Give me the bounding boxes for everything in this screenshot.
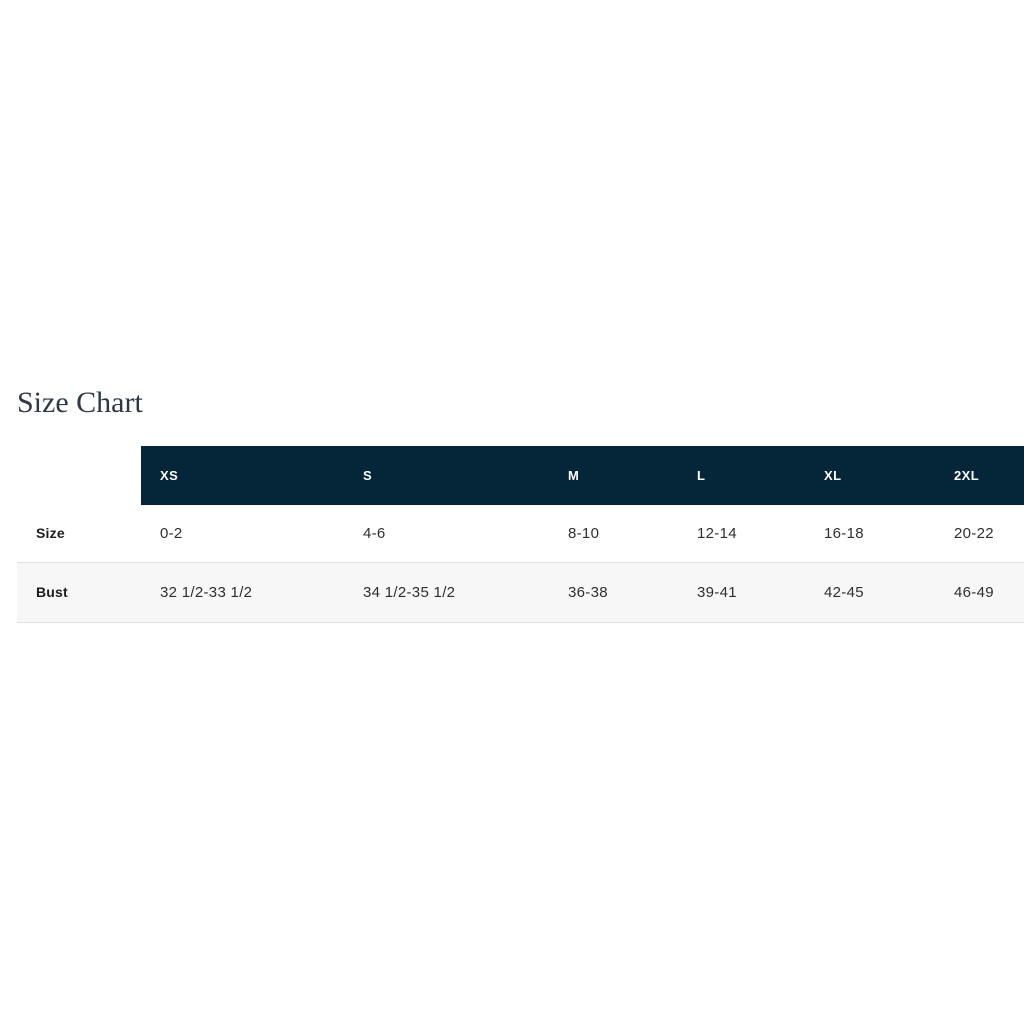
table-corner-cell [17, 446, 141, 505]
size-chart-table-container: XS S M L XL 2XL Size 0-2 4-6 8-10 12-14 … [17, 446, 1024, 623]
table-cell-size-s: 4-6 [363, 524, 386, 542]
table-cell-bust-m: 36-38 [568, 583, 608, 601]
table-cell-size-xl: 16-18 [824, 524, 864, 542]
table-cell-bust-xs: 32 1/2-33 1/2 [160, 583, 253, 601]
column-header-xl: XL [805, 446, 935, 505]
table-header-row: XS S M L XL 2XL [17, 446, 1024, 505]
row-label-size: Size [36, 525, 65, 542]
table-cell-size-xs: 0-2 [160, 524, 183, 542]
table-row-size: Size 0-2 4-6 8-10 12-14 16-18 20-22 [17, 505, 1024, 562]
column-header-l: L [678, 446, 805, 505]
column-header-s: S [344, 446, 549, 505]
table-cell-bust-2xl: 46-49 [954, 583, 994, 601]
table-cell-size-2xl: 20-22 [954, 524, 994, 542]
table-row-bust: Bust 32 1/2-33 1/2 34 1/2-35 1/2 36-38 3… [17, 562, 1024, 622]
table-cell-bust-xl: 42-45 [824, 583, 864, 601]
size-chart-table: XS S M L XL 2XL Size 0-2 4-6 8-10 12-14 … [17, 446, 1024, 623]
table-cell-size-l: 12-14 [697, 524, 737, 542]
page-title: Size Chart [17, 386, 143, 419]
column-header-2xl: 2XL [935, 446, 1024, 505]
table-cell-size-m: 8-10 [568, 524, 600, 542]
row-label-bust: Bust [36, 584, 68, 600]
table-cell-bust-s: 34 1/2-35 1/2 [363, 583, 456, 601]
column-header-m: M [549, 446, 678, 505]
column-header-xs: XS [141, 446, 344, 505]
table-cell-bust-l: 39-41 [697, 583, 737, 601]
